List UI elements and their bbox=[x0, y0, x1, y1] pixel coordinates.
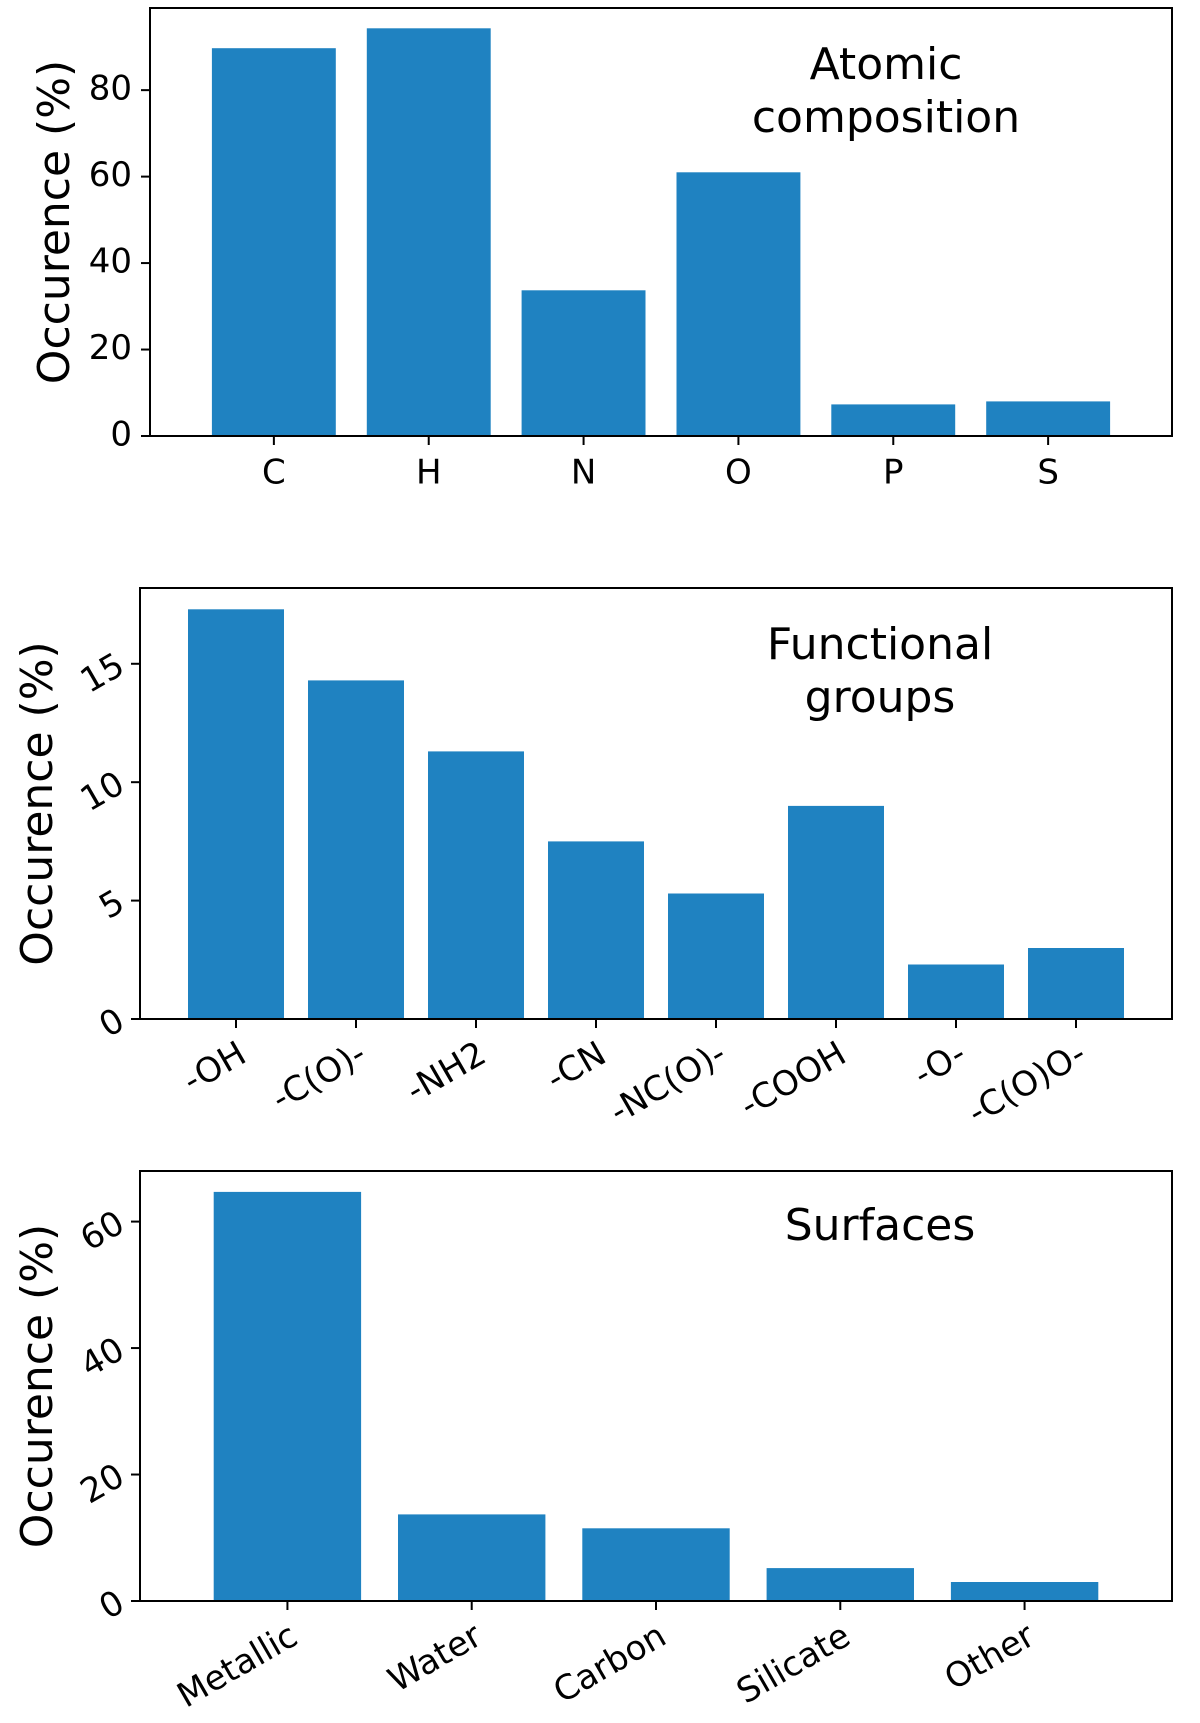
bar-c bbox=[211, 48, 336, 436]
x-tick-label: Metallic bbox=[170, 1616, 304, 1716]
surfaces-chart: Metallic Water Carbon Silicate Other 0 20 40 60O… bbox=[12, 1170, 1173, 1716]
chart-title-line: composition bbox=[752, 92, 1020, 143]
x-tick-label: -C(O)- bbox=[265, 1034, 373, 1119]
y-tick-label: 60 bbox=[74, 1203, 131, 1259]
y-tick-label: 20 bbox=[89, 328, 132, 368]
bar-p bbox=[831, 404, 956, 436]
x-tick-label: -NH2 bbox=[399, 1034, 493, 1111]
bar-c-o bbox=[308, 680, 404, 1019]
bar-carbon bbox=[582, 1528, 730, 1601]
chart-title-line: groups bbox=[805, 672, 956, 723]
bar-water bbox=[398, 1514, 546, 1601]
x-tick-label: S bbox=[1037, 453, 1059, 493]
x-tick-label: -COOH bbox=[733, 1034, 853, 1126]
bar-metallic bbox=[213, 1191, 362, 1601]
x-tick-label: O bbox=[725, 453, 752, 493]
plot-frame bbox=[149, 7, 1173, 437]
x-tick-label: -OH bbox=[176, 1034, 253, 1101]
bar-s bbox=[986, 401, 1111, 436]
chart-title-line: Surfaces bbox=[785, 1200, 976, 1251]
bar-c-o-o bbox=[1028, 948, 1124, 1019]
x-tick-label: -CN bbox=[540, 1034, 613, 1099]
y-tick-label: 0 bbox=[110, 415, 132, 455]
x-tick-label: Water bbox=[382, 1616, 489, 1701]
x-tick-label: C bbox=[262, 453, 286, 493]
x-tick-label: N bbox=[571, 453, 596, 493]
y-tick-label: 60 bbox=[89, 155, 132, 195]
y-tick-label: 80 bbox=[89, 69, 132, 109]
chart-title-line: Functional bbox=[767, 619, 993, 670]
bar-nc-o bbox=[668, 893, 764, 1019]
y-axis-label: Occurence (%) bbox=[12, 1224, 63, 1548]
bar-o bbox=[676, 172, 801, 437]
functional-groups-chart: -OH -C(O)- -NH2 -CN-NC(O)- -COOH -O--C(O)O- 0 5… bbox=[12, 587, 1173, 1133]
x-tick-label: Other bbox=[938, 1616, 1042, 1699]
bar-h bbox=[366, 28, 491, 437]
bar-silicate bbox=[766, 1568, 914, 1601]
y-tick-label: 0 bbox=[93, 1582, 132, 1627]
y-tick-label: 0 bbox=[93, 1000, 132, 1045]
x-tick-label: -O- bbox=[907, 1034, 973, 1095]
x-tick-label: H bbox=[416, 453, 442, 493]
x-tick-label: Silicate bbox=[730, 1616, 857, 1712]
x-tick-label: P bbox=[883, 453, 904, 493]
bar-nh2 bbox=[428, 751, 524, 1019]
bar-other bbox=[950, 1582, 1099, 1601]
plot-frame bbox=[139, 587, 1173, 1020]
bar-cooh bbox=[788, 805, 884, 1019]
y-tick-label: 15 bbox=[74, 645, 131, 701]
bar-o bbox=[908, 964, 1004, 1019]
bar-cn bbox=[548, 841, 644, 1019]
y-tick-label: 20 bbox=[74, 1456, 131, 1512]
x-tick-label: Carbon bbox=[547, 1616, 673, 1712]
x-tick-label: -NC(O)- bbox=[603, 1034, 733, 1132]
bar-n bbox=[521, 290, 646, 436]
y-tick-label: 5 bbox=[93, 882, 132, 927]
y-axis-label: Occurence (%) bbox=[12, 641, 63, 965]
bar-oh bbox=[188, 609, 284, 1019]
y-tick-label: 10 bbox=[74, 764, 131, 820]
y-axis-label: Occurence (%) bbox=[29, 60, 80, 384]
chart-title-line: Atomic bbox=[810, 39, 963, 90]
x-tick-label: -C(O)O- bbox=[961, 1034, 1093, 1133]
y-tick-label: 40 bbox=[74, 1329, 131, 1385]
y-tick-label: 40 bbox=[89, 242, 132, 282]
